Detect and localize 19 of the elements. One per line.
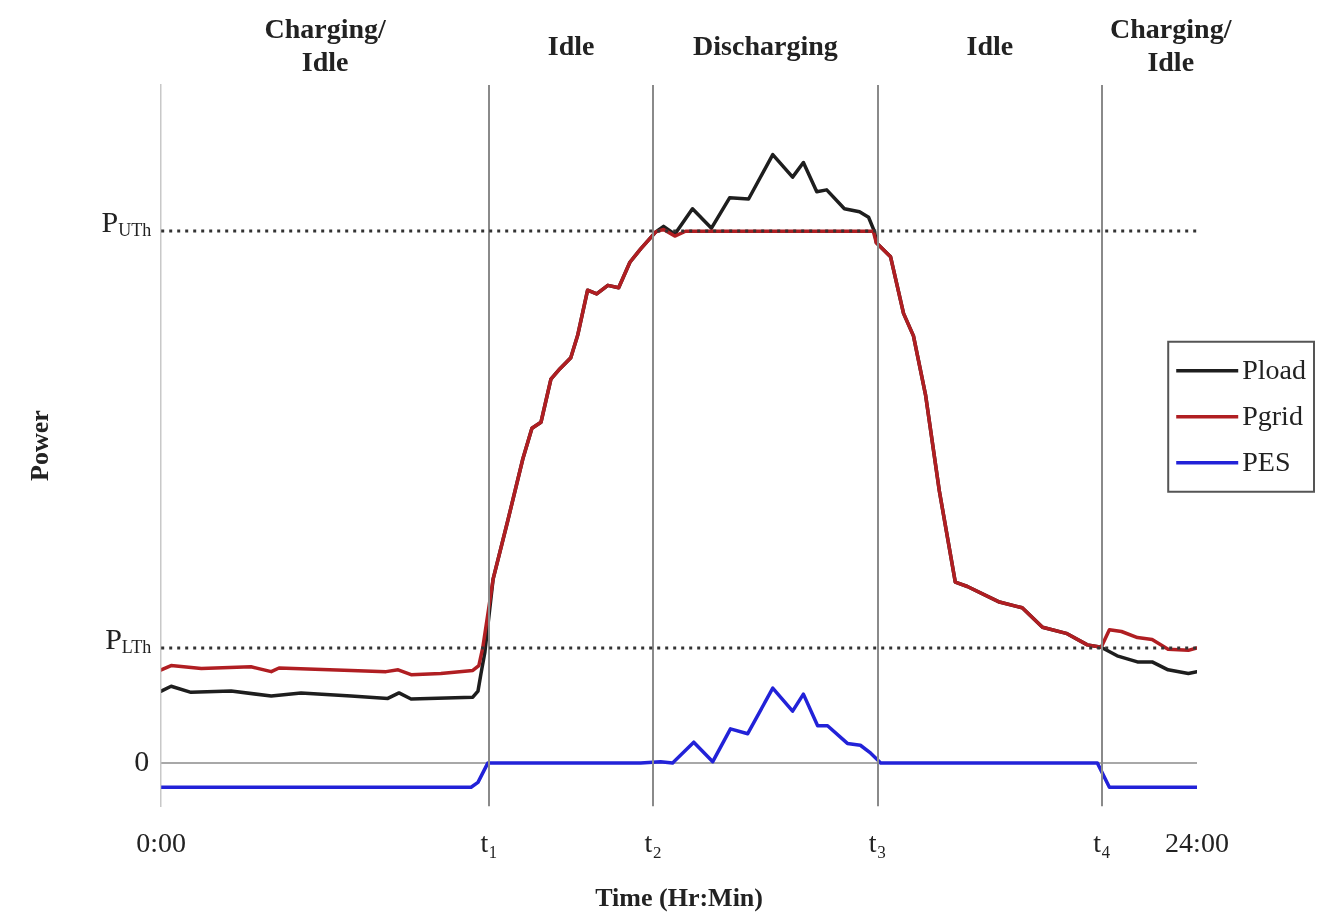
x-tick-label: t₃ xyxy=(868,827,887,859)
legend-label: Pgrid xyxy=(1242,400,1303,432)
legend-label: PES xyxy=(1242,446,1291,478)
x-tick-label: t₂ xyxy=(644,827,662,859)
x-tick-label: t₁ xyxy=(480,827,498,859)
ref-line-label: P$_{UTh}$ xyxy=(101,205,152,242)
x-tick-label: 24:00 xyxy=(1165,827,1229,859)
ref-line-label: P$_{LTh}$ xyxy=(105,622,152,658)
x-tick-label: t₄ xyxy=(1093,827,1111,859)
x-tick-label: 0:00 xyxy=(136,827,187,859)
text: Charging/ Idle xyxy=(1110,13,1233,78)
legend-label: Pload xyxy=(1242,354,1306,386)
x-axis-title: Time (Hr:Min) xyxy=(595,883,763,913)
text: Idle xyxy=(966,29,1014,61)
text: Discharging xyxy=(693,29,838,61)
text: Idle xyxy=(547,29,595,61)
y-axis-title: Power xyxy=(25,410,55,481)
text: 0 xyxy=(134,743,150,777)
text: Charging/ Idle xyxy=(264,13,388,78)
